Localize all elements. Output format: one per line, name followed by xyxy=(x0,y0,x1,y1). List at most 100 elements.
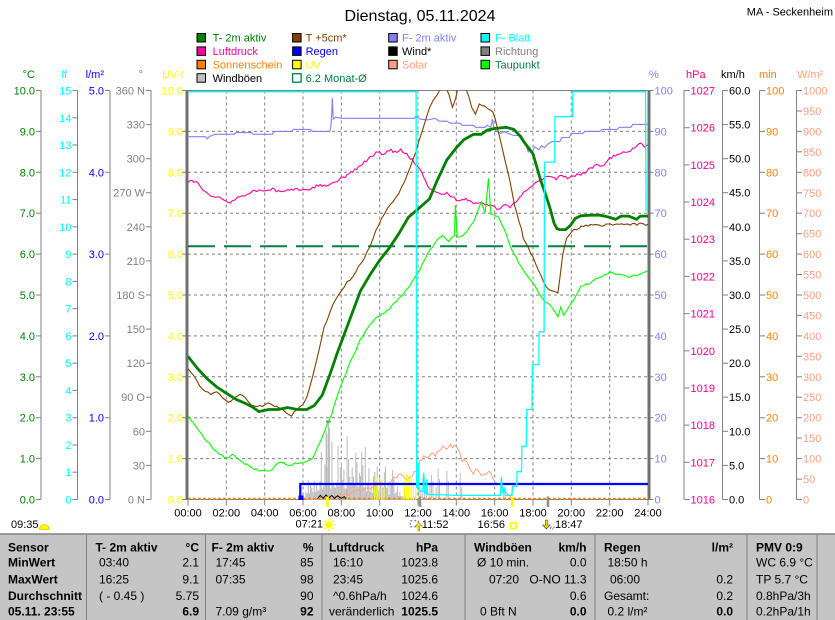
svg-text:13: 13 xyxy=(59,140,71,152)
svg-text:06:00: 06:00 xyxy=(610,572,640,586)
svg-text:°C: °C xyxy=(23,69,35,81)
svg-text:Solar: Solar xyxy=(402,60,428,72)
svg-text:15.0: 15.0 xyxy=(729,392,750,404)
svg-text:1025.5: 1025.5 xyxy=(401,605,438,619)
svg-text:5.0: 5.0 xyxy=(168,290,183,302)
svg-text:8.0: 8.0 xyxy=(20,167,35,179)
svg-text:10: 10 xyxy=(655,454,667,466)
svg-text:100: 100 xyxy=(766,86,784,98)
svg-text:900: 900 xyxy=(803,126,821,138)
svg-text:MA - Seckenheim: MA - Seckenheim xyxy=(747,7,833,19)
svg-text:90: 90 xyxy=(766,126,778,138)
svg-text:06:00: 06:00 xyxy=(289,508,317,520)
svg-text:200: 200 xyxy=(803,413,821,425)
svg-text:2.0: 2.0 xyxy=(20,413,35,425)
svg-text:07:20: 07:20 xyxy=(489,572,519,586)
svg-text:80: 80 xyxy=(766,167,778,179)
svg-text:F- 2m aktiv: F- 2m aktiv xyxy=(402,33,457,45)
svg-text:l/m²: l/m² xyxy=(712,541,733,555)
svg-text:TP 5.7 °C: TP 5.7 °C xyxy=(756,572,808,586)
svg-text:03:40: 03:40 xyxy=(99,556,129,570)
svg-text:0: 0 xyxy=(766,495,772,507)
svg-text:60: 60 xyxy=(655,249,667,261)
svg-text:300: 300 xyxy=(127,154,145,166)
svg-text:20: 20 xyxy=(655,413,667,425)
svg-text:9.0: 9.0 xyxy=(20,126,35,138)
svg-text:14: 14 xyxy=(59,113,71,125)
svg-text:5: 5 xyxy=(65,358,71,370)
svg-text:07:21: 07:21 xyxy=(296,519,324,531)
svg-text:Durchschnitt: Durchschnitt xyxy=(8,589,82,603)
svg-text:veränderlich: veränderlich xyxy=(329,605,394,619)
svg-text:18:50 h: 18:50 h xyxy=(608,556,648,570)
svg-text:40.0: 40.0 xyxy=(729,222,750,234)
svg-text:9.1: 9.1 xyxy=(182,572,199,586)
svg-text:1023: 1023 xyxy=(691,234,715,246)
svg-text:85: 85 xyxy=(300,556,314,570)
svg-text:0.2hPa/1h: 0.2hPa/1h xyxy=(756,605,811,619)
svg-text:( - 0.45 ): ( - 0.45 ) xyxy=(99,589,144,603)
svg-text:650: 650 xyxy=(803,229,821,241)
svg-text:0.0: 0.0 xyxy=(570,556,587,570)
svg-text:750: 750 xyxy=(803,188,821,200)
svg-text:3.0: 3.0 xyxy=(168,372,183,384)
svg-text:O-NO 11.3: O-NO 11.3 xyxy=(529,572,586,586)
svg-text:4.0: 4.0 xyxy=(20,331,35,343)
svg-text:0.0: 0.0 xyxy=(168,495,183,507)
svg-text:600: 600 xyxy=(803,249,821,261)
svg-text:0.0: 0.0 xyxy=(89,495,104,507)
svg-text:Regen: Regen xyxy=(306,46,338,58)
svg-text:^0.6hPa/h: ^0.6hPa/h xyxy=(333,589,387,603)
svg-text:lf: lf xyxy=(62,69,68,81)
svg-text:0.2: 0.2 xyxy=(716,589,733,603)
svg-text:Regen: Regen xyxy=(604,541,641,555)
svg-text:hPa: hPa xyxy=(686,69,706,81)
svg-text:1.0: 1.0 xyxy=(20,454,35,466)
svg-text:180 S: 180 S xyxy=(116,290,145,302)
svg-text:300: 300 xyxy=(803,372,821,384)
svg-text:1021: 1021 xyxy=(691,309,715,321)
svg-text:120: 120 xyxy=(127,358,145,370)
svg-text:90: 90 xyxy=(300,589,314,603)
svg-text:40: 40 xyxy=(766,331,778,343)
svg-text:°: ° xyxy=(139,69,143,81)
svg-text:Gesamt:: Gesamt: xyxy=(604,589,649,603)
svg-text:240: 240 xyxy=(127,222,145,234)
svg-text:05.11. 23:55: 05.11. 23:55 xyxy=(8,605,75,619)
svg-text:16:00: 16:00 xyxy=(481,508,509,520)
svg-text:10.0: 10.0 xyxy=(14,86,35,98)
svg-text:Ø 10 min.: Ø 10 min. xyxy=(477,556,529,570)
svg-text:1: 1 xyxy=(65,467,71,479)
svg-text:50: 50 xyxy=(655,290,667,302)
svg-text:0.2: 0.2 xyxy=(716,572,733,586)
svg-text:1018: 1018 xyxy=(691,420,715,432)
svg-text:24:00: 24:00 xyxy=(634,508,662,520)
svg-text:Luftdruck: Luftdruck xyxy=(213,46,259,58)
svg-text:100: 100 xyxy=(655,86,673,98)
svg-text:1016: 1016 xyxy=(691,495,715,507)
svg-text:F- Blatt: F- Blatt xyxy=(495,33,530,45)
svg-text:0.6: 0.6 xyxy=(570,589,587,603)
svg-text:35.0: 35.0 xyxy=(729,256,750,268)
svg-text:WC 6.9 °C: WC 6.9 °C xyxy=(756,556,813,570)
svg-text:350: 350 xyxy=(803,351,821,363)
svg-text:40: 40 xyxy=(655,331,667,343)
svg-text:18:47: 18:47 xyxy=(555,519,583,531)
svg-text:1027: 1027 xyxy=(691,86,715,98)
svg-text:1.0: 1.0 xyxy=(89,413,104,425)
svg-text:4: 4 xyxy=(65,385,71,397)
svg-text:23:45: 23:45 xyxy=(333,572,363,586)
svg-text:22:00: 22:00 xyxy=(596,508,624,520)
svg-text:5.0: 5.0 xyxy=(729,460,744,472)
svg-text:3.0: 3.0 xyxy=(89,249,104,261)
svg-text:12:00: 12:00 xyxy=(404,508,432,520)
svg-text:Windböen: Windböen xyxy=(213,73,263,85)
svg-text:60: 60 xyxy=(133,426,145,438)
svg-text:12: 12 xyxy=(59,167,71,179)
svg-text:250: 250 xyxy=(803,392,821,404)
svg-text:6.2 Monat-Ø: 6.2 Monat-Ø xyxy=(306,73,368,85)
svg-text:3.0: 3.0 xyxy=(20,372,35,384)
svg-text:20.0: 20.0 xyxy=(729,358,750,370)
svg-text:7.0: 7.0 xyxy=(20,208,35,220)
svg-text:0.0: 0.0 xyxy=(20,495,35,507)
